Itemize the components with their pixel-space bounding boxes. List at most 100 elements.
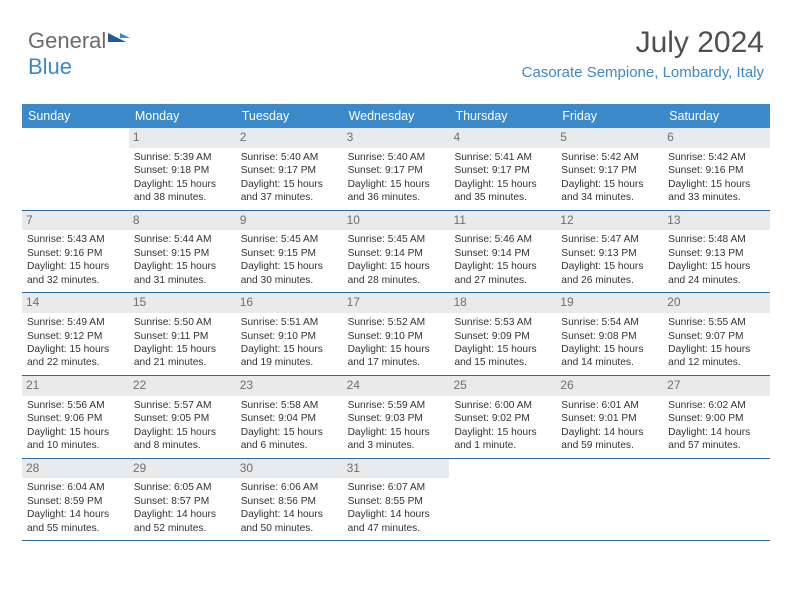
sunset-line: Sunset: 9:13 PM [561, 247, 658, 260]
calendar-cell: 16Sunrise: 5:51 AMSunset: 9:10 PMDayligh… [236, 293, 343, 375]
daylight-line: and 17 minutes. [348, 356, 445, 369]
daylight-line: Daylight: 15 hours [27, 426, 124, 439]
calendar-cell: 28Sunrise: 6:04 AMSunset: 8:59 PMDayligh… [22, 459, 129, 541]
day-number: 25 [449, 376, 556, 396]
logo: General Blue [28, 28, 130, 80]
calendar-week-row: 21Sunrise: 5:56 AMSunset: 9:06 PMDayligh… [22, 376, 770, 459]
sunset-line: Sunset: 9:14 PM [454, 247, 551, 260]
calendar-cell: 22Sunrise: 5:57 AMSunset: 9:05 PMDayligh… [129, 376, 236, 458]
day-header-thu: Thursday [449, 104, 556, 128]
sunrise-line: Sunrise: 6:00 AM [454, 399, 551, 412]
daylight-line: and 26 minutes. [561, 274, 658, 287]
sunrise-line: Sunrise: 6:05 AM [134, 481, 231, 494]
calendar-cell: 17Sunrise: 5:52 AMSunset: 9:10 PMDayligh… [343, 293, 450, 375]
day-header-wed: Wednesday [343, 104, 450, 128]
calendar-grid: Sunday Monday Tuesday Wednesday Thursday… [22, 104, 770, 541]
sunrise-line: Sunrise: 5:48 AM [668, 233, 765, 246]
sunrise-line: Sunrise: 5:42 AM [561, 151, 658, 164]
daylight-line: Daylight: 15 hours [454, 426, 551, 439]
sunset-line: Sunset: 9:18 PM [134, 164, 231, 177]
sunset-line: Sunset: 9:04 PM [241, 412, 338, 425]
calendar-cell: 23Sunrise: 5:58 AMSunset: 9:04 PMDayligh… [236, 376, 343, 458]
daylight-line: and 36 minutes. [348, 191, 445, 204]
calendar-cell: 19Sunrise: 5:54 AMSunset: 9:08 PMDayligh… [556, 293, 663, 375]
daylight-line: and 37 minutes. [241, 191, 338, 204]
sunrise-line: Sunrise: 5:59 AM [348, 399, 445, 412]
calendar-cell: 31Sunrise: 6:07 AMSunset: 8:55 PMDayligh… [343, 459, 450, 541]
daylight-line: Daylight: 15 hours [348, 426, 445, 439]
sunrise-line: Sunrise: 5:50 AM [134, 316, 231, 329]
logo-text-part1: General [28, 28, 106, 53]
calendar-cell: 20Sunrise: 5:55 AMSunset: 9:07 PMDayligh… [663, 293, 770, 375]
sunrise-line: Sunrise: 6:02 AM [668, 399, 765, 412]
day-number: 1 [129, 128, 236, 148]
day-number: 15 [129, 293, 236, 313]
daylight-line: and 38 minutes. [134, 191, 231, 204]
sunset-line: Sunset: 9:13 PM [668, 247, 765, 260]
sunset-line: Sunset: 8:55 PM [348, 495, 445, 508]
daylight-line: and 34 minutes. [561, 191, 658, 204]
day-number: 14 [22, 293, 129, 313]
day-number: 20 [663, 293, 770, 313]
daylight-line: Daylight: 15 hours [668, 260, 765, 273]
daylight-line: and 32 minutes. [27, 274, 124, 287]
day-header-row: Sunday Monday Tuesday Wednesday Thursday… [22, 104, 770, 128]
sunset-line: Sunset: 9:17 PM [241, 164, 338, 177]
daylight-line: and 10 minutes. [27, 439, 124, 452]
day-number: 21 [22, 376, 129, 396]
calendar-cell: 1Sunrise: 5:39 AMSunset: 9:18 PMDaylight… [129, 128, 236, 210]
calendar-week-row: 14Sunrise: 5:49 AMSunset: 9:12 PMDayligh… [22, 293, 770, 376]
daylight-line: and 27 minutes. [454, 274, 551, 287]
sunset-line: Sunset: 9:02 PM [454, 412, 551, 425]
sunrise-line: Sunrise: 5:47 AM [561, 233, 658, 246]
sunrise-line: Sunrise: 6:01 AM [561, 399, 658, 412]
calendar-cell: 3Sunrise: 5:40 AMSunset: 9:17 PMDaylight… [343, 128, 450, 210]
day-number: 11 [449, 211, 556, 231]
daylight-line: Daylight: 15 hours [134, 426, 231, 439]
day-number: 10 [343, 211, 450, 231]
daylight-line: and 8 minutes. [134, 439, 231, 452]
day-number: 2 [236, 128, 343, 148]
calendar-week-row: 28Sunrise: 6:04 AMSunset: 8:59 PMDayligh… [22, 459, 770, 542]
calendar-cell: 14Sunrise: 5:49 AMSunset: 9:12 PMDayligh… [22, 293, 129, 375]
header-right: July 2024 Casorate Sempione, Lombardy, I… [522, 26, 764, 81]
day-number: 30 [236, 459, 343, 479]
calendar-cell: 10Sunrise: 5:45 AMSunset: 9:14 PMDayligh… [343, 211, 450, 293]
sunset-line: Sunset: 9:10 PM [241, 330, 338, 343]
daylight-line: Daylight: 15 hours [561, 260, 658, 273]
daylight-line: and 55 minutes. [27, 522, 124, 535]
daylight-line: and 19 minutes. [241, 356, 338, 369]
calendar-cell: 7Sunrise: 5:43 AMSunset: 9:16 PMDaylight… [22, 211, 129, 293]
daylight-line: Daylight: 15 hours [454, 343, 551, 356]
calendar-cell: 6Sunrise: 5:42 AMSunset: 9:16 PMDaylight… [663, 128, 770, 210]
daylight-line: and 28 minutes. [348, 274, 445, 287]
sunrise-line: Sunrise: 6:06 AM [241, 481, 338, 494]
daylight-line: and 15 minutes. [454, 356, 551, 369]
daylight-line: Daylight: 15 hours [241, 260, 338, 273]
daylight-line: Daylight: 15 hours [561, 343, 658, 356]
daylight-line: and 35 minutes. [454, 191, 551, 204]
daylight-line: Daylight: 15 hours [348, 260, 445, 273]
daylight-line: Daylight: 15 hours [668, 343, 765, 356]
daylight-line: Daylight: 15 hours [241, 343, 338, 356]
sunrise-line: Sunrise: 5:40 AM [348, 151, 445, 164]
calendar-cell: 5Sunrise: 5:42 AMSunset: 9:17 PMDaylight… [556, 128, 663, 210]
calendar-cell: 4Sunrise: 5:41 AMSunset: 9:17 PMDaylight… [449, 128, 556, 210]
day-number: 27 [663, 376, 770, 396]
sunset-line: Sunset: 9:01 PM [561, 412, 658, 425]
sunset-line: Sunset: 9:17 PM [348, 164, 445, 177]
daylight-line: Daylight: 15 hours [561, 178, 658, 191]
daylight-line: Daylight: 15 hours [668, 178, 765, 191]
sunset-line: Sunset: 9:06 PM [27, 412, 124, 425]
calendar-cell: 29Sunrise: 6:05 AMSunset: 8:57 PMDayligh… [129, 459, 236, 541]
sunset-line: Sunset: 9:05 PM [134, 412, 231, 425]
calendar-cell: 27Sunrise: 6:02 AMSunset: 9:00 PMDayligh… [663, 376, 770, 458]
calendar-week-row: 1Sunrise: 5:39 AMSunset: 9:18 PMDaylight… [22, 128, 770, 211]
daylight-line: Daylight: 15 hours [27, 260, 124, 273]
sunset-line: Sunset: 9:15 PM [241, 247, 338, 260]
day-number: 29 [129, 459, 236, 479]
day-number: 13 [663, 211, 770, 231]
sunset-line: Sunset: 9:16 PM [668, 164, 765, 177]
sunset-line: Sunset: 9:08 PM [561, 330, 658, 343]
daylight-line: Daylight: 15 hours [348, 343, 445, 356]
